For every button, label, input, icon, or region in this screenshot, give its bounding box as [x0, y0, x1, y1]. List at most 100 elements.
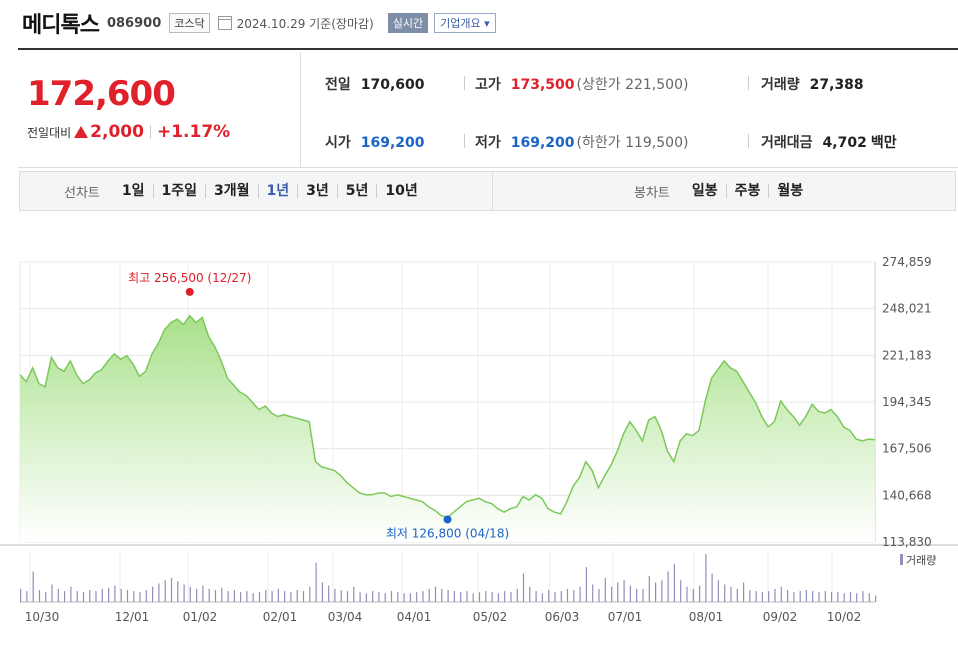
stat-volume: 거래량 27,388 — [761, 74, 864, 94]
volume-bar — [617, 582, 619, 602]
volume-bar — [126, 590, 129, 602]
volume-bar — [548, 590, 550, 602]
volume-bar — [20, 588, 22, 602]
volume-bar — [202, 585, 204, 602]
volume-bar — [516, 588, 518, 602]
volume-bar — [680, 580, 682, 602]
volume-bar — [849, 592, 852, 602]
volume-bar — [120, 588, 122, 602]
y-tick-label: 248,021 — [882, 302, 932, 316]
stat-label: 고가 — [475, 77, 501, 93]
period-5y[interactable]: 5년 — [336, 184, 377, 198]
max-annotation: 최고 256,500 (12/27) — [128, 271, 251, 285]
volume-bar — [717, 580, 719, 602]
volume-bar — [26, 591, 28, 602]
volume-bar — [240, 592, 242, 602]
stats-divider — [18, 167, 958, 168]
volume-bar — [705, 554, 707, 602]
volume-bar — [359, 592, 361, 602]
volume-bar — [114, 585, 116, 602]
volume-bar — [623, 580, 625, 602]
line-chart-periods: 선차트 1일 1주일 3개월 1년 3년 5년 10년 — [20, 172, 493, 210]
chevron-down-icon: ▾ — [484, 17, 490, 30]
volume-bar — [862, 591, 864, 602]
volume-bar — [611, 586, 613, 602]
volume-bar — [535, 591, 537, 602]
company-overview-button[interactable]: 기업개요 ▾ — [434, 13, 496, 33]
volume-bar — [403, 593, 405, 602]
x-tick-label: 08/01 — [689, 610, 724, 624]
stat-label: 저가 — [475, 135, 501, 151]
y-tick-label: 167,506 — [882, 442, 932, 456]
volume-bar — [208, 588, 210, 602]
period-10y[interactable]: 10년 — [376, 184, 425, 198]
volume-bar — [95, 591, 97, 602]
period-3y[interactable]: 3년 — [297, 184, 337, 198]
x-tick-label: 12/01 — [115, 610, 150, 624]
period-3m[interactable]: 3개월 — [205, 184, 258, 198]
volume-bar — [108, 587, 110, 602]
candle-daily[interactable]: 일봉 — [691, 183, 718, 199]
candle-weekly[interactable]: 주봉 — [725, 184, 769, 198]
volume-bar — [390, 591, 393, 602]
stock-header: 메디톡스 086900 코스닥 2024.10.29 기준(장마감) 실시간 기… — [22, 8, 958, 38]
volume-bar — [365, 593, 367, 602]
volume-bar — [101, 588, 103, 602]
period-1y[interactable]: 1년 — [257, 184, 298, 198]
stat-prev-close: 전일 170,600 — [325, 74, 425, 94]
volume-bar — [736, 588, 738, 602]
volume-bar — [799, 591, 801, 602]
volume-bar — [158, 583, 160, 602]
volume-bar — [82, 592, 85, 602]
volume-bar — [673, 563, 675, 602]
stat-label: 전일 — [325, 77, 351, 93]
volume-bar — [837, 592, 839, 602]
volume-bar — [642, 588, 644, 602]
volume-bar — [875, 595, 877, 602]
y-tick-label: 140,668 — [882, 488, 932, 502]
volume-bar — [428, 588, 430, 602]
stat-open: 시가 169,200 — [325, 132, 425, 152]
realtime-button[interactable]: 실시간 — [387, 13, 429, 33]
stat-value: 170,600 — [360, 77, 425, 93]
volume-bar — [699, 585, 701, 602]
volume-bar — [780, 586, 782, 602]
volume-bar — [139, 592, 141, 602]
volume-bar — [302, 591, 305, 602]
volume-bar — [667, 571, 669, 602]
stat-sub: (상한가 221,500) — [576, 77, 689, 93]
volume-bar — [743, 582, 745, 602]
volume-bar — [334, 588, 336, 602]
stat-value: 169,200 — [360, 135, 425, 151]
volume-bar — [164, 580, 166, 602]
volume-bar — [749, 590, 751, 602]
volume-bar — [441, 588, 443, 602]
x-tick-label: 05/02 — [473, 610, 508, 624]
volume-bar — [824, 591, 826, 602]
volume-bar — [170, 578, 173, 602]
volume-legend: 거래량 — [900, 554, 936, 567]
market-tag: 코스닥 — [169, 13, 210, 33]
volume-bar — [466, 591, 468, 602]
volume-bar — [51, 584, 53, 602]
period-1d[interactable]: 1일 — [121, 183, 145, 199]
price-area — [20, 315, 875, 542]
volume-bar — [189, 586, 191, 602]
volume-bar — [422, 591, 424, 602]
volume-bar — [497, 593, 499, 602]
change-separator — [149, 125, 151, 139]
volume-bar — [774, 588, 776, 602]
volume-bar — [447, 590, 449, 602]
candle-chart-label: 봉차트 — [634, 185, 670, 201]
period-1w[interactable]: 1주일 — [152, 184, 206, 198]
volume-bar — [70, 586, 72, 602]
volume-bar — [787, 590, 789, 602]
volume-bar — [252, 593, 254, 602]
volume-bar — [636, 588, 638, 602]
candle-monthly[interactable]: 월봉 — [768, 184, 811, 198]
chart-annotations: 최고 256,500 (12/27) 최저 126,800 (04/18) — [128, 271, 509, 541]
stat-amount: 거래대금 4,702 백만 — [761, 132, 897, 152]
volume-bar — [478, 592, 481, 602]
volume-bar — [384, 593, 386, 602]
volume-legend-label: 거래량 — [906, 554, 936, 567]
